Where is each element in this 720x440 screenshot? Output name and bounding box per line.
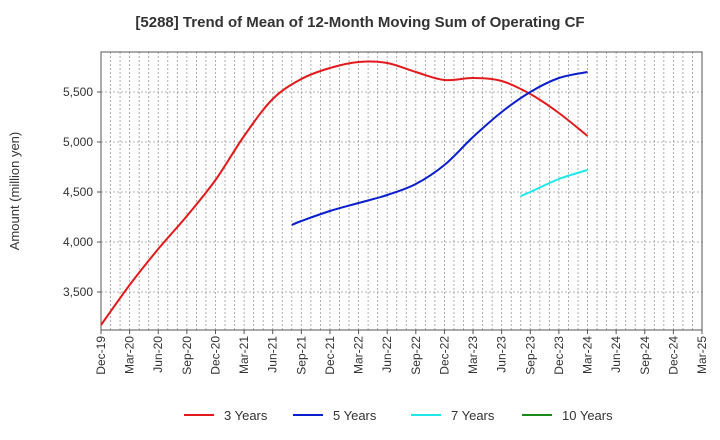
x-tick-label: Dec-20 <box>208 336 222 375</box>
y-tick-label: 4,500 <box>63 185 93 199</box>
x-tick-label: Mar-20 <box>123 336 137 374</box>
y-tick-label: 4,000 <box>63 235 93 249</box>
x-tick-label: Jun-21 <box>266 336 280 373</box>
y-axis-label: Amount (million yen) <box>7 132 22 251</box>
legend-label-10-years: 10 Years <box>562 408 613 423</box>
x-tick-label: Sep-23 <box>523 336 537 375</box>
x-tick-label: Sep-22 <box>409 336 423 375</box>
chart-title: [5288] Trend of Mean of 12-Month Moving … <box>135 14 585 31</box>
plot-frame <box>100 51 703 331</box>
series-lines <box>100 60 589 326</box>
x-tick-label: Mar-23 <box>466 336 480 374</box>
x-tick-label: Jun-23 <box>495 336 509 373</box>
x-tick-label: Jun-20 <box>151 336 165 373</box>
axes: 3,500 4,000 4,500 5,000 5,500 Dec-19 Mar-20 Jun… <box>7 51 709 375</box>
series-line-7-years <box>520 169 588 197</box>
y-tick-label: 5,000 <box>63 135 93 149</box>
x-tick-label: Sep-20 <box>180 336 194 375</box>
legend: 3 Years 5 Years 7 Years 10 Years <box>184 408 613 423</box>
x-tick-label: Sep-21 <box>294 336 308 375</box>
legend-label-5-years: 5 Years <box>333 408 377 423</box>
legend-label-7-years: 7 Years <box>451 408 495 423</box>
x-tick-label: Dec-21 <box>323 336 337 375</box>
legend-label-3-years: 3 Years <box>224 408 268 423</box>
y-tick-label: 5,500 <box>63 85 93 99</box>
x-tick-label: Mar-22 <box>352 336 366 374</box>
x-tick-label: Mar-25 <box>695 336 709 374</box>
series-line-3-years <box>100 60 589 326</box>
x-tick-label: Sep-24 <box>638 336 652 375</box>
x-tick-label: Dec-22 <box>437 336 451 375</box>
x-tick-label: Jun-24 <box>609 336 623 373</box>
y-tick-label: 3,500 <box>63 285 93 299</box>
x-tick-label: Jun-22 <box>380 336 394 373</box>
x-tick-label: Dec-24 <box>666 336 680 375</box>
x-tick-label: Dec-23 <box>552 336 566 375</box>
x-tick-label: Mar-24 <box>581 336 595 374</box>
grid <box>101 52 702 330</box>
series-line-5-years <box>291 71 588 226</box>
x-tick-label: Mar-21 <box>237 336 251 374</box>
x-tick-label: Dec-19 <box>94 336 108 375</box>
